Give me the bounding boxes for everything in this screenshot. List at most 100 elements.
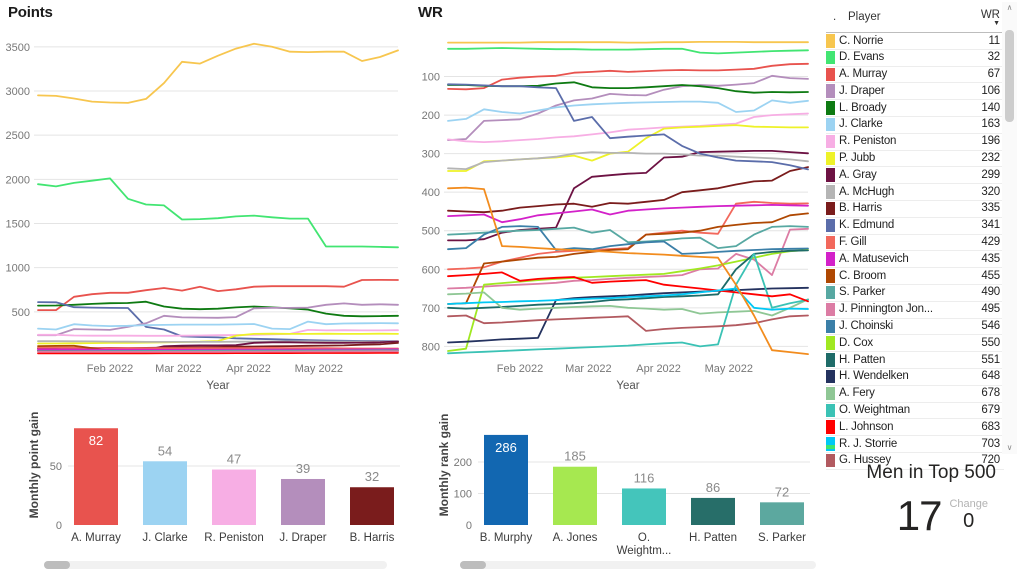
scroll-down-icon[interactable]: ∨	[1006, 443, 1013, 452]
table-row[interactable]: A. Murray 67	[826, 67, 1004, 84]
table-row[interactable]: K. Edmund 341	[826, 218, 1004, 235]
player-name: D. Evans	[839, 51, 885, 64]
player-wr: 679	[981, 404, 1000, 417]
table-row[interactable]: C. Broom 455	[826, 268, 1004, 285]
table-row[interactable]: F. Gill 429	[826, 235, 1004, 252]
kpi-title: Men in Top 500	[866, 462, 996, 483]
table-row[interactable]: A. Gray 299	[826, 167, 1004, 185]
wr-chart-title: WR	[418, 4, 443, 21]
rank-gain-bar-chart[interactable]: 0 100 200 286 B. Murphy 185 A. Jones 116 O.Weigh…	[410, 398, 820, 560]
svg-text:82: 82	[89, 433, 103, 448]
table-vertical-scrollbar[interactable]: ∧ ∨	[1002, 2, 1017, 454]
row-color-swatch	[826, 453, 835, 468]
player-name: A. Fery	[839, 387, 875, 400]
svg-text:32: 32	[365, 469, 379, 484]
table-scrollbar-thumb[interactable]	[1005, 30, 1014, 122]
svg-text:Apr 2022: Apr 2022	[636, 363, 681, 375]
table-row[interactable]: P. Jubb 232	[826, 151, 1004, 168]
player-wr: 11	[988, 34, 1000, 47]
table-row[interactable]: H. Patten 551	[826, 352, 1004, 369]
svg-text:Year: Year	[206, 380, 229, 392]
table-row[interactable]: S. Parker 490	[826, 285, 1004, 302]
svg-text:Feb 2022: Feb 2022	[87, 363, 133, 375]
svg-text:Weightm...: Weightm...	[617, 545, 672, 557]
svg-text:3500: 3500	[6, 42, 30, 54]
player-wr: 67	[987, 68, 1001, 81]
table-row[interactable]: R. J. Storrie 703	[826, 436, 1004, 453]
player-name: G. Hussey	[839, 454, 891, 467]
svg-text:86: 86	[706, 480, 720, 495]
points-line-chart[interactable]: 3500 3000 2500 2000 1500 1000 500 Feb 2022 Mar 2…	[0, 26, 410, 398]
svg-text:Apr 2022: Apr 2022	[226, 363, 271, 375]
player-wr: 32	[987, 51, 1001, 64]
row-color-swatch	[826, 34, 835, 48]
table-row[interactable]: H. Wendelken 648	[826, 369, 1004, 386]
column-header-wr[interactable]: WR ▼	[981, 9, 1000, 27]
table-row[interactable]: L. Broady 140	[826, 100, 1004, 117]
row-color-swatch	[826, 252, 835, 266]
svg-text:100: 100	[454, 489, 472, 501]
table-row[interactable]: L. Johnson 683	[826, 419, 1004, 437]
row-color-swatch	[826, 437, 835, 451]
row-color-swatch	[826, 319, 835, 334]
table-row[interactable]: R. Peniston 196	[826, 134, 1004, 151]
player-name: A. Gray	[839, 168, 877, 181]
player-wr: 703	[981, 437, 1000, 450]
svg-text:200: 200	[454, 457, 472, 469]
table-row[interactable]: D. Evans 32	[826, 50, 1004, 67]
scroll-up-icon[interactable]: ∧	[1006, 3, 1013, 12]
point-gain-bar-chart[interactable]: 0 50 82 A. Murray 54 J. Clarke 47 R. Peniston 39…	[0, 398, 410, 560]
svg-text:1000: 1000	[6, 263, 30, 275]
svg-text:A. Murray: A. Murray	[71, 532, 121, 544]
svg-text:R. Peniston: R. Peniston	[204, 532, 263, 544]
point-gain-hscrollbar[interactable]	[44, 561, 387, 569]
svg-text:100: 100	[422, 72, 440, 84]
player-wr: 551	[981, 353, 1000, 366]
player-name: R. J. Storrie	[839, 437, 898, 450]
svg-text:May 2022: May 2022	[295, 363, 343, 375]
row-color-swatch	[826, 67, 835, 82]
row-color-swatch	[826, 201, 835, 216]
wr-line-chart[interactable]: 100 200 300 400 500 600 700 800 Feb 2022 Mar 2022…	[410, 26, 820, 398]
player-wr: 299	[981, 168, 1000, 181]
player-wr: 546	[981, 320, 1000, 333]
row-color-swatch	[826, 84, 835, 98]
player-wr: 429	[981, 236, 1000, 249]
row-color-swatch	[826, 285, 835, 300]
table-row[interactable]: J. Choinski 546	[826, 319, 1004, 336]
rank-gain-hscrollbar-thumb[interactable]	[460, 561, 486, 569]
row-color-swatch	[826, 369, 835, 384]
table-row[interactable]: A. McHugh 320	[826, 184, 1004, 201]
table-row[interactable]: A. Fery 678	[826, 386, 1004, 403]
column-header-player[interactable]: Player	[848, 11, 881, 23]
row-color-swatch	[826, 117, 835, 132]
kpi-change-label: Change	[949, 498, 988, 510]
row-color-swatch	[826, 353, 835, 367]
player-name: F. Gill	[839, 236, 867, 249]
table-row[interactable]: J. Pinnington Jon... 495	[826, 302, 1004, 319]
player-wr: 648	[981, 370, 1000, 383]
point-gain-hscrollbar-thumb[interactable]	[44, 561, 70, 569]
player-name: D. Cox	[839, 336, 873, 349]
table-row[interactable]: J. Clarke 163	[826, 117, 1004, 134]
table-row[interactable]: J. Draper 106	[826, 83, 1004, 101]
svg-text:0: 0	[466, 520, 472, 532]
player-name: J. Pinnington Jon...	[839, 303, 933, 316]
kpi-change-value: 0	[963, 510, 975, 532]
svg-text:Feb 2022: Feb 2022	[497, 363, 543, 375]
sort-descending-icon: ▼	[993, 20, 1000, 27]
row-color-swatch	[826, 218, 835, 233]
table-row[interactable]: D. Cox 550	[826, 335, 1004, 353]
table-row[interactable]: O. Weightman 679	[826, 403, 1004, 420]
player-name: A. Matusevich	[839, 252, 909, 265]
player-name: A. Murray	[839, 68, 888, 81]
table-row[interactable]: C. Norrie 11	[826, 33, 1004, 50]
table-row[interactable]: G. Hussey 720	[826, 453, 1004, 470]
player-name: R. Peniston	[839, 135, 897, 148]
table-row[interactable]: B. Harris 335	[826, 201, 1004, 218]
column-header-dot[interactable]: .	[833, 11, 837, 23]
row-color-swatch	[826, 403, 835, 418]
table-row[interactable]: A. Matusevich 435	[826, 251, 1004, 269]
svg-text:1500: 1500	[6, 219, 30, 231]
rank-gain-hscrollbar[interactable]	[460, 561, 816, 569]
